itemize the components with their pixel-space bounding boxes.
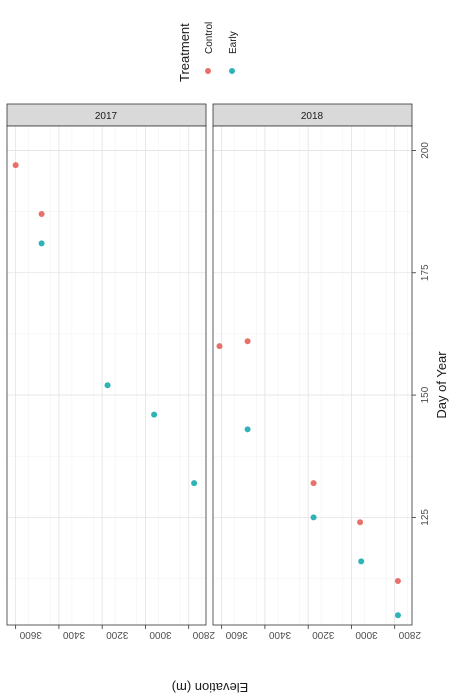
x-axis-elevation: 3600 3400 3200 3000 2800 3600 3400 3200 3000 2800 xyxy=(15,625,421,640)
panel-2017 xyxy=(6,125,207,626)
data-point-control xyxy=(357,519,364,526)
facet-strip-2017: 2017 xyxy=(6,103,207,127)
legend-key-early xyxy=(229,68,235,74)
panel-background xyxy=(213,126,412,625)
x-tick-label: 3000 xyxy=(355,629,378,640)
x-tick-label: 3200 xyxy=(312,629,335,640)
data-point-control xyxy=(38,211,45,218)
x-tick-label: 3200 xyxy=(106,629,129,640)
x-tick-label: 2800 xyxy=(192,629,215,640)
x-tick-label: 3400 xyxy=(268,629,291,640)
x-tick-label: 3600 xyxy=(19,629,42,640)
data-point-early xyxy=(104,382,111,389)
facet-label-2017: 2017 xyxy=(95,111,118,122)
legend-label-early: Early xyxy=(228,31,239,54)
data-point-early xyxy=(244,426,251,433)
data-point-early xyxy=(38,240,45,247)
x-tick-label: 3600 xyxy=(225,629,248,640)
data-point-control xyxy=(394,577,401,584)
panel-border xyxy=(6,125,207,626)
data-point-early xyxy=(358,558,365,565)
y-axis-title: Day of Year xyxy=(434,351,449,419)
data-point-control xyxy=(310,480,317,487)
legend-key-control xyxy=(205,68,211,74)
data-point-early xyxy=(191,480,198,487)
x-tick-label: 2800 xyxy=(398,629,421,640)
legend-title: Treatment xyxy=(177,23,192,82)
panel-2018 xyxy=(212,125,413,626)
data-point-early xyxy=(310,514,317,521)
y-tick-label: 150 xyxy=(420,386,431,403)
data-point-early xyxy=(151,411,158,418)
data-point-control xyxy=(216,343,223,350)
legend: Treatment Control Early xyxy=(177,22,239,82)
legend-label-control: Control xyxy=(204,22,215,54)
x-tick-label: 3000 xyxy=(149,629,172,640)
facet-label-2018: 2018 xyxy=(301,111,324,122)
x-axis-title: Elevation (m) xyxy=(172,680,249,695)
y-tick-label: 125 xyxy=(420,509,431,526)
x-tick-label: 3400 xyxy=(62,629,85,640)
facet-strip-2018: 2018 xyxy=(212,103,413,127)
data-point-control xyxy=(244,338,251,345)
y-axis-day-of-year: 200 175 150 125 xyxy=(412,142,431,526)
data-point-early xyxy=(394,612,401,619)
data-point-control xyxy=(12,162,19,169)
y-tick-label: 175 xyxy=(420,264,431,281)
panel-background xyxy=(7,126,206,625)
panel-border xyxy=(212,125,413,626)
y-tick-label: 200 xyxy=(420,142,431,159)
